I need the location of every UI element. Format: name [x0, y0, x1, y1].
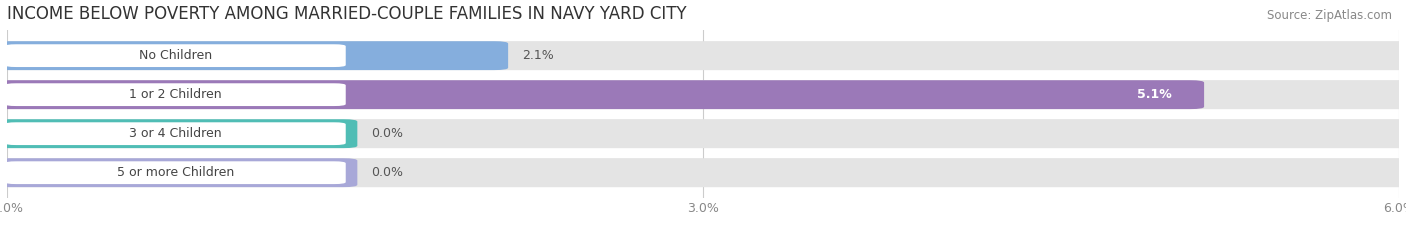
- FancyBboxPatch shape: [7, 119, 1399, 148]
- FancyBboxPatch shape: [0, 41, 508, 70]
- FancyBboxPatch shape: [0, 158, 357, 187]
- Text: 2.1%: 2.1%: [522, 49, 554, 62]
- FancyBboxPatch shape: [0, 80, 1406, 109]
- FancyBboxPatch shape: [0, 80, 1204, 109]
- Text: 5.1%: 5.1%: [1137, 88, 1171, 101]
- FancyBboxPatch shape: [7, 158, 1399, 187]
- FancyBboxPatch shape: [4, 122, 346, 145]
- Text: 1 or 2 Children: 1 or 2 Children: [129, 88, 222, 101]
- Text: 3 or 4 Children: 3 or 4 Children: [129, 127, 222, 140]
- Text: No Children: No Children: [139, 49, 212, 62]
- FancyBboxPatch shape: [7, 80, 1399, 109]
- FancyBboxPatch shape: [0, 41, 1406, 70]
- FancyBboxPatch shape: [0, 158, 1406, 187]
- FancyBboxPatch shape: [0, 119, 357, 148]
- Text: Source: ZipAtlas.com: Source: ZipAtlas.com: [1267, 9, 1392, 22]
- FancyBboxPatch shape: [4, 83, 346, 106]
- FancyBboxPatch shape: [4, 44, 346, 67]
- Text: 0.0%: 0.0%: [371, 166, 404, 179]
- Text: 0.0%: 0.0%: [371, 127, 404, 140]
- Text: 5 or more Children: 5 or more Children: [117, 166, 233, 179]
- Text: INCOME BELOW POVERTY AMONG MARRIED-COUPLE FAMILIES IN NAVY YARD CITY: INCOME BELOW POVERTY AMONG MARRIED-COUPL…: [7, 5, 686, 23]
- FancyBboxPatch shape: [0, 119, 1406, 148]
- FancyBboxPatch shape: [4, 161, 346, 184]
- FancyBboxPatch shape: [7, 41, 1399, 70]
